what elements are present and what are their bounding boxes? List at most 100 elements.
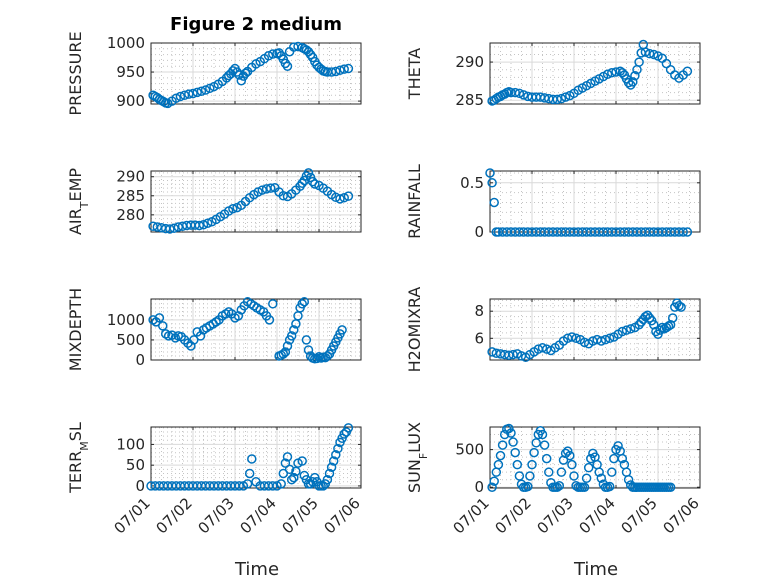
data-point: [674, 301, 684, 311]
y-tick-label: 280: [116, 206, 145, 224]
data-point: [565, 450, 575, 461]
y-axis-label: RAINFALL: [405, 164, 424, 239]
y-tick-label: 285: [116, 187, 145, 205]
data-point: [485, 168, 495, 178]
y-tick-label: 290: [116, 168, 145, 186]
x-tick-label: 07/01: [450, 494, 493, 537]
data-point: [297, 456, 307, 466]
subplot-2: 285 290 THETA: [405, 39, 701, 109]
x-tick-label: 07/03: [534, 494, 577, 537]
data-point: [554, 480, 565, 491]
data-point: [188, 88, 198, 99]
data-point: [569, 471, 579, 481]
y-tick-label: 1000: [107, 34, 145, 52]
data-point: [665, 482, 676, 492]
data-point: [333, 443, 343, 454]
data-point: [571, 333, 581, 344]
x-tick-label: 07/04: [237, 494, 280, 537]
data-point: [644, 48, 655, 59]
data-point: [657, 322, 667, 333]
data-point: [489, 197, 499, 208]
axes-box: [150, 170, 362, 233]
data-point: [682, 227, 693, 237]
data-point: [630, 71, 640, 81]
data-point: [303, 168, 314, 178]
data-point: [205, 83, 215, 94]
data-point: [552, 482, 562, 492]
data-point: [512, 459, 523, 470]
data-point: [234, 481, 244, 491]
data-point: [202, 218, 213, 228]
data-point: [544, 467, 554, 477]
data-point: [537, 429, 548, 440]
data-point: [596, 473, 607, 483]
data-point: [299, 297, 310, 307]
data-point: [623, 77, 634, 88]
data-point: [339, 192, 349, 203]
y-tick-label: 0: [135, 477, 145, 495]
x-axis-label: Time: [573, 559, 618, 580]
data-point: [514, 471, 525, 481]
data-point: [634, 57, 644, 67]
data-point: [289, 472, 299, 483]
y-tick-label: 285: [455, 91, 484, 109]
data-point: [310, 179, 320, 189]
subplot-8: 0 500 SUNFLUX 07/0107/0207/0307/0407/0507/0…: [405, 422, 703, 580]
data-point: [676, 302, 686, 312]
data-point: [200, 85, 211, 95]
data-point: [539, 440, 550, 450]
axes-box: [489, 298, 701, 361]
data-point: [583, 462, 594, 473]
y-tick-label: 500: [455, 441, 484, 459]
data-point: [489, 476, 499, 486]
data-point: [504, 423, 514, 434]
data-point: [286, 331, 297, 341]
data-point: [623, 474, 634, 485]
data-point: [234, 70, 244, 80]
axes-box: [150, 298, 362, 361]
x-tick-label: 07/06: [321, 494, 364, 537]
y-axis-label: MIXDEPTH: [66, 288, 85, 371]
y-axis-label: AIRTEMP: [66, 168, 91, 235]
data-point: [560, 92, 571, 102]
data-point: [640, 47, 651, 57]
data-point: [510, 447, 520, 458]
data-point: [291, 466, 301, 477]
data-point: [293, 41, 303, 52]
axes-box: [489, 426, 701, 489]
data-point: [339, 429, 349, 439]
data-point: [278, 191, 289, 201]
data-point: [487, 482, 497, 492]
data-point: [257, 185, 268, 195]
data-point: [663, 321, 674, 331]
data-point: [331, 66, 341, 77]
data-point: [236, 76, 247, 86]
data-point: [644, 313, 655, 323]
x-tick-label: 07/01: [111, 494, 154, 537]
axes-box: [489, 170, 701, 233]
data-point: [339, 64, 349, 74]
data-point: [276, 479, 286, 489]
data-point: [337, 325, 347, 335]
data-point: [297, 299, 307, 309]
data-point: [171, 93, 181, 103]
data-point: [158, 321, 168, 331]
x-tick-label: 07/02: [153, 494, 196, 537]
y-tick-label: 0.5: [460, 174, 484, 192]
data-point: [621, 325, 632, 335]
x-tick-label: 07/05: [618, 494, 661, 537]
data-point: [506, 428, 516, 438]
data-point: [280, 347, 291, 357]
data-point: [493, 459, 504, 470]
data-point: [324, 468, 335, 479]
data-point: [529, 447, 539, 458]
data-point: [265, 183, 276, 193]
data-point: [282, 61, 293, 71]
data-point: [518, 90, 529, 100]
y-tick-label: 1000: [107, 311, 145, 329]
data-point: [638, 39, 649, 50]
data-point: [305, 479, 316, 489]
data-point: [280, 458, 291, 468]
data-point: [508, 437, 518, 447]
